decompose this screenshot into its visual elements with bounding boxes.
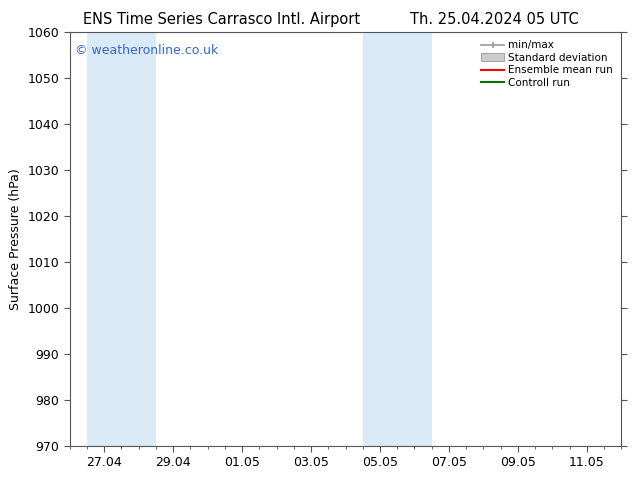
Legend: min/max, Standard deviation, Ensemble mean run, Controll run: min/max, Standard deviation, Ensemble me…	[478, 37, 616, 91]
Bar	[363, 32, 432, 446]
Bar	[87, 32, 156, 446]
Text: Th. 25.04.2024 05 UTC: Th. 25.04.2024 05 UTC	[410, 12, 579, 27]
Text: ENS Time Series Carrasco Intl. Airport: ENS Time Series Carrasco Intl. Airport	[83, 12, 361, 27]
Text: © weatheronline.co.uk: © weatheronline.co.uk	[75, 44, 219, 57]
Y-axis label: Surface Pressure (hPa): Surface Pressure (hPa)	[9, 168, 22, 310]
